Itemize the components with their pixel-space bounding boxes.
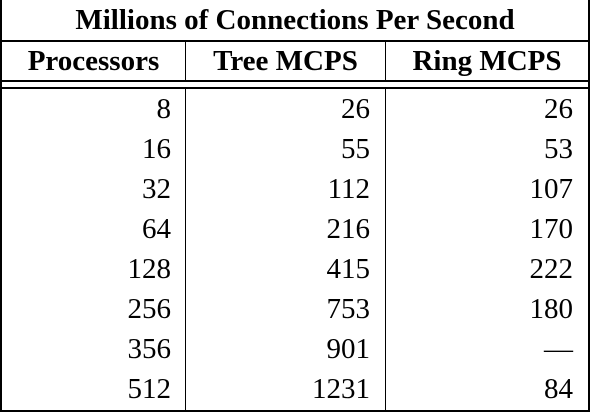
cell-tree-mcps: 55 [341, 133, 370, 165]
table-row: 16 55 53 [2, 129, 588, 169]
cell-ring-mcps: — [544, 333, 573, 365]
column-divider [385, 89, 386, 410]
cell-processors: 128 [127, 253, 172, 285]
column-divider [185, 89, 186, 410]
cell-tree-mcps: 1231 [312, 373, 370, 405]
cell-ring-mcps: 170 [529, 213, 574, 245]
cell-tree-mcps: 415 [326, 253, 371, 285]
cell-processors: 64 [142, 213, 171, 245]
cell-tree-mcps: 26 [341, 93, 370, 125]
table-row: 8 26 26 [2, 89, 588, 129]
table-row: 32 112 107 [2, 169, 588, 209]
cell-ring-mcps: 84 [544, 373, 573, 405]
header-processors: Processors [27, 45, 160, 77]
column-divider [185, 42, 186, 80]
cell-ring-mcps: 26 [544, 93, 573, 125]
table-row: 128 415 222 [2, 249, 588, 289]
cell-processors: 8 [156, 93, 172, 125]
cell-processors: 256 [127, 293, 172, 325]
cell-processors: 356 [127, 333, 172, 365]
header-tree-mcps: Tree MCPS [213, 45, 358, 77]
cell-ring-mcps: 222 [529, 253, 574, 285]
header-row: Processors Tree MCPS Ring MCPS [2, 42, 588, 82]
cell-tree-mcps: 112 [327, 173, 370, 205]
table-row: 64 216 170 [2, 209, 588, 249]
cell-tree-mcps: 753 [326, 293, 371, 325]
cell-processors: 512 [127, 373, 172, 405]
table-title: Millions of Connections Per Second [2, 0, 588, 42]
header-double-rule [2, 87, 588, 89]
cell-tree-mcps: 901 [326, 333, 371, 365]
cell-processors: 32 [142, 173, 171, 205]
column-divider [385, 42, 386, 80]
cell-ring-mcps: 107 [529, 173, 574, 205]
cell-processors: 16 [142, 133, 171, 165]
header-ring-mcps: Ring MCPS [412, 45, 562, 77]
cell-ring-mcps: 53 [544, 133, 573, 165]
table-body: 8 26 26 16 55 53 32 112 107 64 216 170 1… [2, 89, 588, 410]
table-row: 256 753 180 [2, 289, 588, 329]
cell-ring-mcps: 180 [529, 293, 574, 325]
table-row: 512 1231 84 [2, 369, 588, 409]
table-row: 356 901 — [2, 329, 588, 369]
cell-tree-mcps: 216 [326, 213, 371, 245]
